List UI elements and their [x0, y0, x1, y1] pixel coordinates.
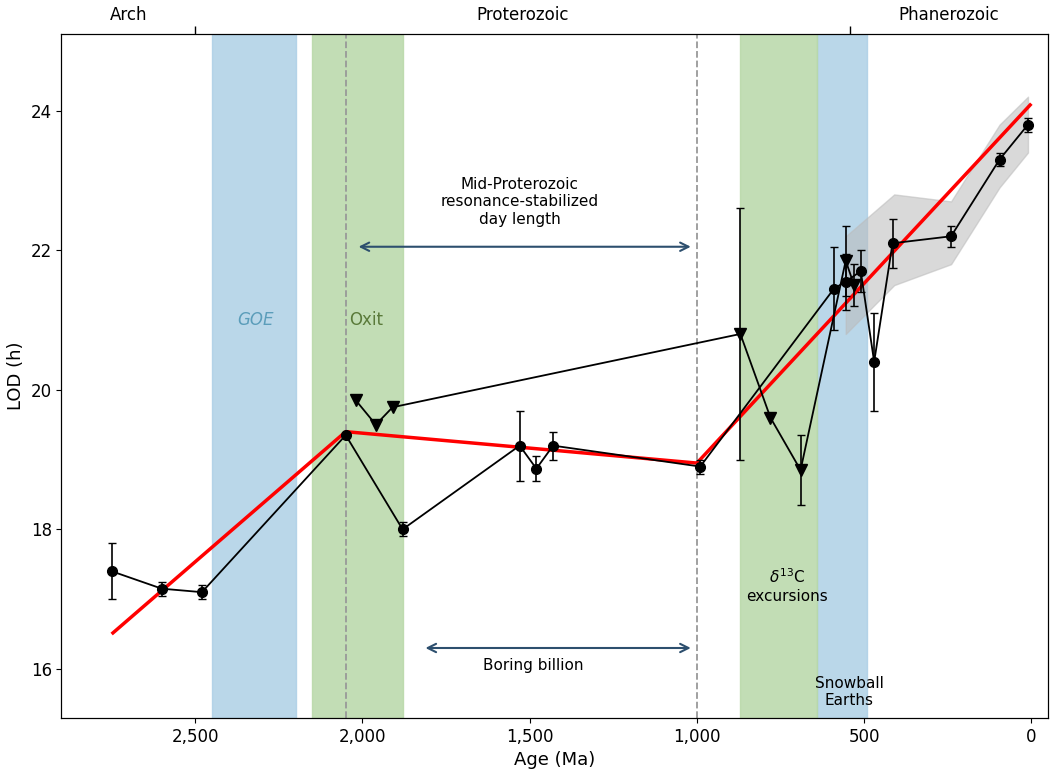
Text: Snowball
Earths: Snowball Earths	[814, 676, 883, 708]
Text: Mid-Proterozoic
resonance-stabilized
day length: Mid-Proterozoic resonance-stabilized day…	[441, 177, 598, 227]
Text: Phanerozoic: Phanerozoic	[899, 5, 999, 23]
Bar	[741, 34, 818, 718]
Text: $\delta^{13}$C
excursions: $\delta^{13}$C excursions	[746, 568, 828, 604]
Text: Arch: Arch	[110, 5, 147, 23]
Text: Oxit: Oxit	[349, 311, 383, 329]
Text: GOE: GOE	[237, 311, 273, 329]
Y-axis label: LOD (h): LOD (h)	[7, 341, 25, 410]
Bar	[818, 34, 867, 718]
Text: Boring billion: Boring billion	[483, 658, 583, 673]
X-axis label: Age (Ma): Age (Ma)	[514, 751, 595, 769]
Text: Proterozoic: Proterozoic	[477, 5, 569, 23]
Bar	[212, 34, 295, 718]
Bar	[312, 34, 403, 718]
